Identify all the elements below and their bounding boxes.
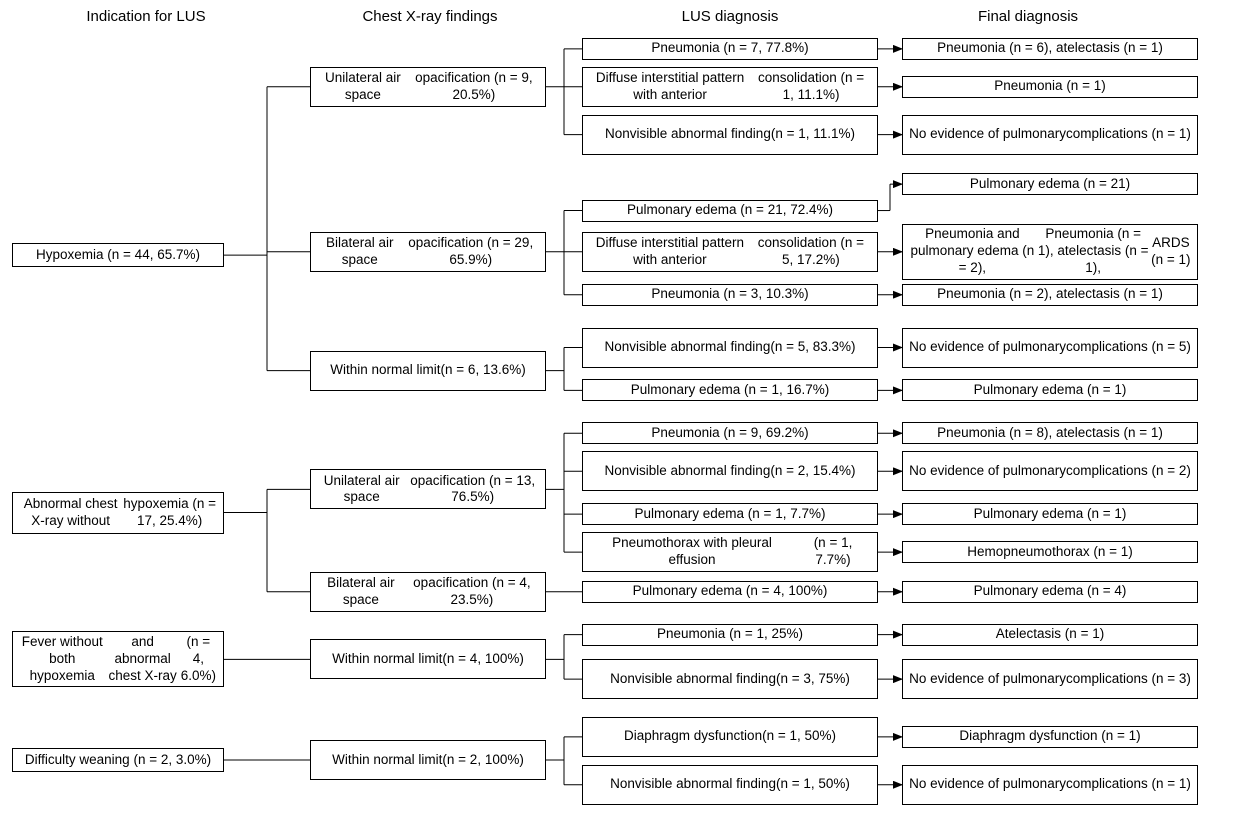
flow-node: No evidence of pulmonarycomplications (n… — [902, 451, 1198, 491]
flow-node: Pneumonia (n = 8), atelectasis (n = 1) — [902, 422, 1198, 444]
flow-node: Pulmonary edema (n = 21, 72.4%) — [582, 200, 878, 222]
flow-node: Bilateral air spaceopacification (n = 4,… — [310, 572, 546, 612]
flow-node: Hemopneumothorax (n = 1) — [902, 541, 1198, 563]
flow-node: Diffuse interstitial pattern with anteri… — [582, 232, 878, 272]
flow-node: Unilateral air spaceopacification (n = 1… — [310, 469, 546, 509]
flow-node: Diaphragm dysfunction (n = 1) — [902, 726, 1198, 748]
flow-node: Pneumonia (n = 9, 69.2%) — [582, 422, 878, 444]
flow-node: Pneumothorax with pleural effusion(n = 1… — [582, 532, 878, 572]
flow-node: No evidence of pulmonarycomplications (n… — [902, 765, 1198, 805]
column-header: Final diagnosis — [918, 8, 1138, 25]
column-header: Indication for LUS — [36, 8, 256, 25]
flow-node: Pulmonary edema (n = 1, 7.7%) — [582, 503, 878, 525]
flow-node: Pulmonary edema (n = 21) — [902, 173, 1198, 195]
flow-node: No evidence of pulmonarycomplications (n… — [902, 328, 1198, 368]
flow-node: Diaphragm dysfunction(n = 1, 50%) — [582, 717, 878, 757]
flow-node: Nonvisible abnormal finding(n = 5, 83.3%… — [582, 328, 878, 368]
flow-node: Nonvisible abnormal finding(n = 1, 50%) — [582, 765, 878, 805]
flow-node: Pulmonary edema (n = 1) — [902, 503, 1198, 525]
flow-node: Pneumonia (n = 3, 10.3%) — [582, 284, 878, 306]
flow-node: Pneumonia (n = 1) — [902, 76, 1198, 98]
flow-node: Diffuse interstitial pattern with anteri… — [582, 67, 878, 107]
flow-node: Atelectasis (n = 1) — [902, 624, 1198, 646]
flow-node: No evidence of pulmonarycomplications (n… — [902, 659, 1198, 699]
column-header: Chest X-ray findings — [320, 8, 540, 25]
flow-node: Bilateral air spaceopacification (n = 29… — [310, 232, 546, 272]
flow-node: Within normal limit(n = 6, 13.6%) — [310, 351, 546, 391]
flow-node: Pulmonary edema (n = 1, 16.7%) — [582, 379, 878, 401]
flow-node: Pneumonia and pulmonary edema (n = 2),Pn… — [902, 224, 1198, 280]
flow-node: Pulmonary edema (n = 4, 100%) — [582, 581, 878, 603]
flow-node: Pneumonia (n = 7, 77.8%) — [582, 38, 878, 60]
flow-node: Difficulty weaning (n = 2, 3.0%) — [12, 748, 224, 772]
flow-node: Fever without both hypoxemiaand abnormal… — [12, 631, 224, 687]
flow-node: Nonvisible abnormal finding(n = 1, 11.1%… — [582, 115, 878, 155]
flow-node: Pneumonia (n = 1, 25%) — [582, 624, 878, 646]
flow-node: No evidence of pulmonarycomplications (n… — [902, 115, 1198, 155]
column-header: LUS diagnosis — [620, 8, 840, 25]
flow-node: Hypoxemia (n = 44, 65.7%) — [12, 243, 224, 267]
flow-node: Within normal limit(n = 2, 100%) — [310, 740, 546, 780]
flow-node: Nonvisible abnormal finding(n = 2, 15.4%… — [582, 451, 878, 491]
flow-node: Unilateral air spaceopacification (n = 9… — [310, 67, 546, 107]
flow-node: Nonvisible abnormal finding(n = 3, 75%) — [582, 659, 878, 699]
flow-node: Pneumonia (n = 6), atelectasis (n = 1) — [902, 38, 1198, 60]
flow-node: Pulmonary edema (n = 4) — [902, 581, 1198, 603]
flow-node: Within normal limit(n = 4, 100%) — [310, 639, 546, 679]
flow-node: Pulmonary edema (n = 1) — [902, 379, 1198, 401]
flow-node: Pneumonia (n = 2), atelectasis (n = 1) — [902, 284, 1198, 306]
flow-node: Abnormal chest X-ray withouthypoxemia (n… — [12, 492, 224, 534]
